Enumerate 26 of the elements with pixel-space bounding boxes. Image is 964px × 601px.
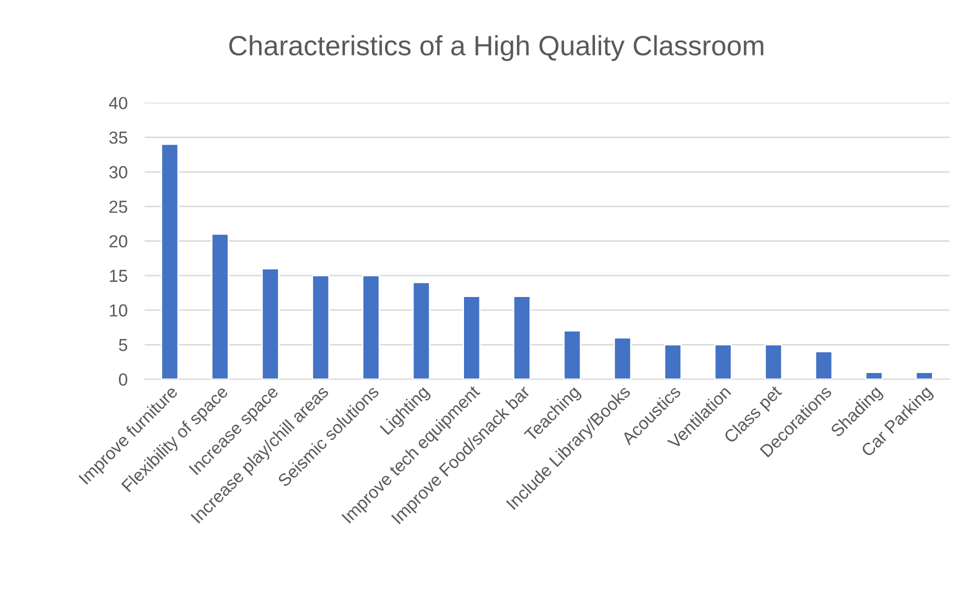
bar [614,337,632,380]
bar [160,144,179,380]
bar [915,372,934,380]
bar [211,233,230,380]
y-tick-label: 10 [110,304,128,317]
bar [462,296,481,380]
bar [664,344,682,380]
y-tick-label: 20 [110,235,128,248]
y-tick-label: 0 [118,373,128,386]
y-tick-label: 15 [110,270,128,282]
bar [814,350,833,380]
y-tick-label: 25 [110,200,128,213]
bar [312,274,330,380]
bar [261,268,280,380]
y-tick-label: 30 [109,166,128,178]
y-tick-label: 5 [118,339,128,352]
bar [563,330,582,380]
y-tick-label: 40 [109,96,128,110]
bar [512,296,531,380]
bar [764,344,782,380]
bar [362,274,380,380]
bar [865,372,884,380]
bar [412,282,430,380]
bar [714,344,732,380]
chart-title: Characteristics of a High Quality Classroom [229,35,764,62]
y-tick-label: 35 [109,131,128,144]
